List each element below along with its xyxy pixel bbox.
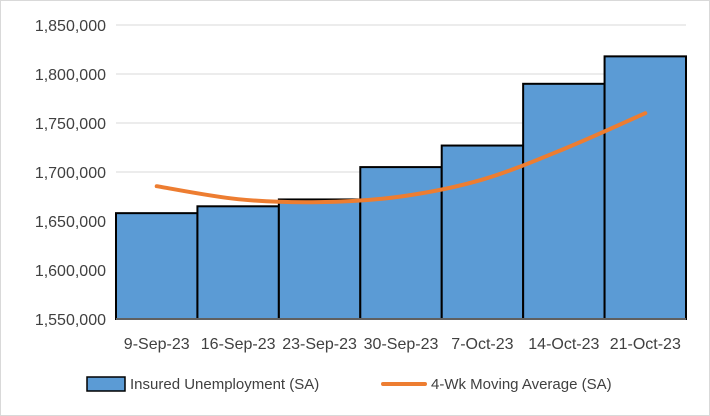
x-tick-label: 14-Oct-23 (528, 336, 599, 353)
bar-21-Oct-23 (603, 55, 687, 321)
moving-average-line (154, 111, 648, 205)
y-tick-label: 1,800,000 (35, 67, 106, 84)
y-tick-label: 1,650,000 (35, 214, 106, 231)
y-tick-label: 1,850,000 (35, 18, 106, 35)
x-tick-label: 30-Sep-23 (364, 336, 439, 353)
bar-16-Sep-23 (196, 205, 280, 320)
legend-bar-swatch (86, 376, 126, 392)
y-tick-label: 1,550,000 (35, 312, 106, 329)
bar-30-Sep-23 (359, 166, 443, 320)
legend-label-line: 4-Wk Moving Average (SA) (431, 376, 612, 393)
x-tick-label: 21-Oct-23 (610, 336, 681, 353)
bar-23-Sep-23 (277, 198, 362, 320)
y-tick-label: 1,700,000 (35, 165, 106, 182)
x-tick-label: 7-Oct-23 (451, 336, 513, 353)
x-tick-label: 16-Sep-23 (201, 336, 276, 353)
x-tick-label: 9-Sep-23 (124, 336, 190, 353)
legend-label-bars: Insured Unemployment (SA) (130, 376, 319, 393)
y-tick-label: 1,600,000 (35, 263, 106, 280)
y-tick-label: 1,750,000 (35, 116, 106, 133)
x-tick-label: 23-Sep-23 (282, 336, 357, 353)
bar-14-Oct-23 (522, 82, 606, 320)
bar-9-Sep-23 (115, 212, 199, 320)
